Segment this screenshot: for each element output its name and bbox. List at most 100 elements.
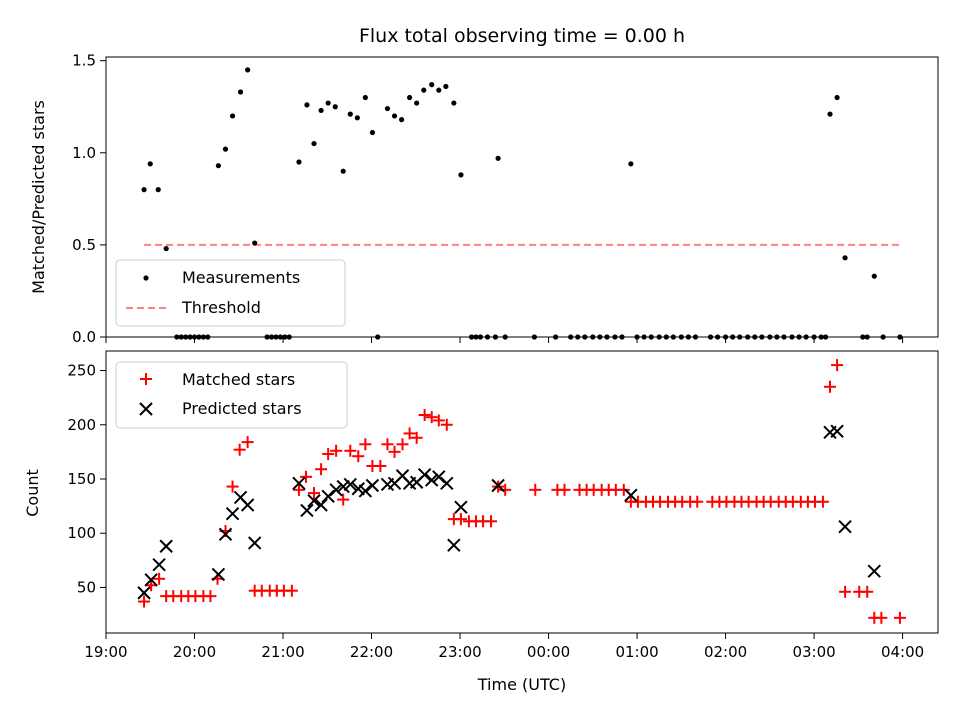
- matched-stars-point: [359, 438, 372, 451]
- ratio-axes-frame: [105, 56, 939, 338]
- predicted-stars-point: [417, 467, 432, 482]
- measurement-point: [354, 115, 360, 121]
- matched-stars-point: [432, 414, 445, 427]
- ratio-axis-ticks: 0.0 0.5 1.0 1.5: [72, 52, 904, 346]
- predicted-stars-point: [225, 506, 240, 521]
- matched-stars-point: [233, 443, 246, 456]
- legend-label-matched-stars: Matched stars: [182, 370, 295, 389]
- predicted-stars-point: [358, 484, 373, 498]
- measurement-point: [451, 100, 457, 106]
- measurement-point: [421, 87, 427, 93]
- matched-stars-point: [418, 408, 431, 421]
- matched-stars-point: [388, 445, 401, 458]
- matched-stars-point: [875, 611, 888, 624]
- predicted-stars-point: [343, 477, 357, 492]
- count-y-tick-label: 50: [77, 578, 96, 596]
- matched-stars-point: [403, 427, 416, 440]
- x-tick-label: 03:00: [792, 643, 835, 661]
- matched-stars-point: [241, 436, 254, 449]
- matched-stars-point: [816, 495, 829, 508]
- predicted-stars-point: [867, 564, 881, 578]
- matched-stars-point: [322, 448, 335, 461]
- predicted-stars-point: [292, 476, 306, 491]
- measurement-point: [222, 146, 229, 152]
- measurement-point: [163, 245, 169, 252]
- predicted-stars-point: [440, 476, 454, 491]
- measurement-point: [384, 105, 391, 112]
- predicted-stars-point: [454, 500, 468, 514]
- predicted-stars-point: [624, 488, 638, 502]
- x-tick-label: 00:00: [527, 643, 570, 661]
- measurement-point: [436, 87, 442, 93]
- matched-stars-point: [138, 595, 151, 608]
- ratio-y-tick-label: 0.0: [72, 328, 96, 346]
- count-y-axis-label: Count: [23, 469, 42, 517]
- matched-stars-point: [893, 611, 906, 624]
- matched-stars-point: [396, 438, 409, 451]
- predicted-stars-point: [365, 478, 380, 493]
- predicted-stars-point: [329, 483, 343, 497]
- matched-stars-point: [330, 444, 343, 457]
- predicted-stars-point: [314, 498, 328, 512]
- count-y-tick-label: 150: [67, 470, 96, 488]
- matched-stars-point: [344, 444, 357, 457]
- matched-stars-point: [352, 450, 365, 463]
- matched-stars-point: [226, 480, 239, 493]
- measurement-point: [406, 94, 413, 101]
- measurement-point: [318, 107, 324, 114]
- matched-stars-point: [308, 487, 320, 500]
- measurement-point: [304, 102, 310, 108]
- matched-stars-point: [292, 483, 305, 496]
- legend-label-predicted-stars: Predicted stars: [182, 399, 302, 418]
- matched-stars-point: [153, 572, 166, 585]
- count-legend: Matched stars Predicted stars: [115, 361, 348, 429]
- ratio-panel: Flux total observing time = 0.00 h 0.0 0.…: [29, 25, 939, 346]
- legend-marker-matched-stars: [140, 373, 152, 385]
- count-plot-area: [137, 359, 906, 624]
- x-tick-label: 23:00: [438, 643, 481, 661]
- measurement-point: [141, 187, 147, 193]
- measurement-point: [311, 140, 317, 147]
- count-y-tick-label: 250: [67, 362, 96, 380]
- matched-stars-point: [315, 463, 328, 476]
- ratio-y-tick-label: 1.5: [72, 52, 96, 70]
- measurement-point: [628, 161, 634, 167]
- measurement-point: [237, 89, 244, 95]
- matched-stars-point: [285, 584, 298, 597]
- predicted-stars-point: [240, 498, 255, 512]
- predicted-stars-point: [247, 536, 262, 550]
- legend-label-threshold: Threshold: [181, 298, 261, 317]
- matched-stars-point: [485, 515, 498, 528]
- ratio-y-axis-label: Matched/Predicted stars: [29, 100, 48, 294]
- measurement-point: [495, 155, 501, 161]
- x-tick-label: 20:00: [173, 643, 216, 661]
- measurement-point: [443, 83, 449, 90]
- x-axis-label: Time (UTC): [477, 675, 566, 694]
- predicted-stars-point: [211, 567, 226, 582]
- matched-stars-point: [204, 590, 217, 603]
- predicted-stars-point: [432, 470, 446, 484]
- chart-title: Flux total observing time = 0.00 h: [359, 25, 685, 47]
- measurement-point: [347, 111, 353, 117]
- matched-stars-point: [300, 470, 313, 483]
- legend-marker-predicted-stars: [139, 402, 153, 416]
- measurement-point: [147, 161, 153, 167]
- legend-label-measurements: Measurements: [182, 268, 300, 287]
- matched-stars-point: [425, 411, 438, 424]
- predicted-stars-point: [159, 539, 173, 553]
- measurement-point: [842, 255, 848, 261]
- ratio-y-tick-label: 0.5: [72, 236, 96, 254]
- measurement-point: [325, 100, 331, 106]
- matched-stars-point: [374, 459, 387, 472]
- x-tick-label: 22:00: [350, 643, 393, 661]
- measurement-point: [155, 187, 161, 193]
- predicted-stars-point: [425, 473, 439, 487]
- legend-marker-measurements: [143, 275, 149, 281]
- measurement-point: [414, 100, 420, 106]
- matched-stars-point: [337, 493, 350, 506]
- measurement-point: [458, 172, 464, 178]
- count-panel: 50 100 150 200 250 19:00 20:00 21:00 22:00 23:00 0…: [23, 350, 939, 694]
- predicted-stars-point: [218, 527, 233, 542]
